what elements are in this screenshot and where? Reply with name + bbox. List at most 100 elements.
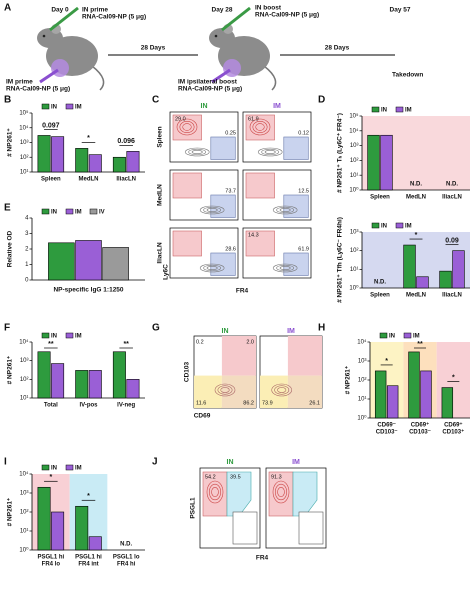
x-tick-label: IliacLN: [442, 293, 462, 299]
contour: [208, 483, 222, 501]
contour: [279, 207, 291, 213]
bar: [112, 156, 126, 173]
gate-label: 14.3: [248, 232, 259, 238]
contour: [206, 265, 218, 271]
panel-letter: I: [4, 457, 7, 468]
y-tick-label: 10²: [350, 248, 359, 254]
panel-letter: H: [318, 323, 325, 334]
column-header: IN: [222, 328, 229, 335]
column-header: IM: [287, 328, 295, 335]
contour: [279, 265, 291, 271]
contour: [272, 263, 298, 273]
contour: [276, 206, 295, 214]
x-tick-label: CD69⁺: [444, 422, 463, 429]
bar: [126, 379, 140, 399]
y-tick-label: 10¹: [20, 170, 29, 176]
y-axis-label: Relative OD: [7, 230, 14, 267]
contour: [199, 205, 225, 215]
y-tick-label: 10⁰: [357, 415, 367, 422]
contour: [249, 118, 271, 136]
contour: [182, 123, 192, 131]
route-label: IM ipsilateral boost: [178, 79, 238, 86]
plot-background: [362, 232, 470, 288]
legend-swatch: [65, 464, 74, 471]
bar: [441, 387, 454, 419]
gate: [287, 336, 322, 376]
contour: [206, 480, 224, 504]
bar: [439, 270, 452, 289]
route-label: RNA-Cal09-NP (5 μg): [6, 86, 70, 93]
contour: [272, 480, 290, 504]
panel-letter: C: [152, 95, 159, 106]
panel-letter: B: [4, 95, 11, 106]
gate: [292, 471, 318, 517]
axis-label: PSGL1: [190, 497, 197, 519]
x-tick-label: CD103⁻: [409, 430, 431, 436]
significance-label: *: [452, 374, 455, 381]
contour: [277, 486, 285, 498]
y-tick-label: 10²: [350, 158, 359, 164]
y-tick-label: 10³: [20, 140, 29, 146]
x-tick-label: CD69⁻: [377, 423, 396, 429]
axis-label: Ly6C: [163, 264, 170, 280]
takedown-label: Takedown: [392, 72, 423, 79]
legend-label: IN: [51, 209, 57, 215]
y-tick-label: 10⁴: [357, 339, 367, 346]
bar: [102, 247, 129, 281]
contour: [277, 387, 287, 393]
legend-swatch: [41, 103, 50, 110]
legend-label: IN: [51, 104, 57, 110]
bar: [112, 351, 126, 399]
row-label: IliacLN: [157, 242, 164, 264]
panel-letter: A: [4, 3, 11, 14]
y-tick-label: 10⁴: [19, 339, 29, 346]
bar: [51, 136, 65, 173]
legend-swatch: [371, 106, 380, 113]
gate-label: 86.2: [243, 400, 254, 406]
y-tick-label: 10¹: [350, 173, 359, 179]
row-label: Spleen: [157, 126, 164, 147]
gate: [283, 136, 309, 160]
route-label: IN prime: [82, 7, 108, 14]
y-tick-label: 10⁴: [19, 471, 29, 478]
x-tick-label: IliacLN: [116, 177, 136, 183]
axis-label: FR4: [256, 555, 269, 562]
significance-label: *: [87, 135, 90, 142]
bar: [416, 276, 429, 289]
gate-label: 39.5: [230, 474, 241, 480]
y-tick-label: 10²: [20, 377, 29, 383]
legend-swatch: [41, 208, 50, 215]
gate-label: 12.5: [298, 188, 309, 194]
contour: [211, 486, 219, 498]
gate-label: 61.9: [298, 246, 309, 252]
bar: [75, 370, 89, 399]
x-tick-label: PSGL1 hi: [75, 555, 102, 561]
bar: [37, 135, 51, 173]
bar: [88, 370, 102, 399]
significance-label: **: [48, 341, 54, 348]
y-tick-label: 3: [25, 231, 29, 237]
gate: [245, 230, 275, 257]
x-tick-label: Spleen: [41, 177, 61, 183]
significance-label: 0.096: [117, 138, 135, 145]
plot-background: [362, 116, 470, 190]
legend-label: IM: [405, 107, 412, 113]
significance-label: **: [417, 341, 423, 348]
panel-letter: D: [318, 95, 325, 106]
gate-label: 28.6: [225, 246, 236, 252]
gate-label: 11.6: [196, 400, 206, 406]
column-header: IN: [227, 459, 234, 466]
significance-label: **: [123, 341, 129, 348]
bar: [88, 536, 102, 551]
y-tick-label: 10¹: [20, 396, 29, 402]
gate: [210, 136, 236, 160]
contour: [184, 147, 210, 157]
y-tick-label: 10²: [358, 378, 367, 384]
contour: [274, 483, 288, 501]
y-tick-label: 10⁴: [349, 127, 359, 134]
bar: [75, 148, 89, 173]
legend-swatch: [403, 332, 412, 339]
x-tick-label: FR4 lo: [42, 562, 61, 568]
legend-swatch: [395, 222, 404, 229]
gate-label: 0.12: [298, 130, 309, 136]
